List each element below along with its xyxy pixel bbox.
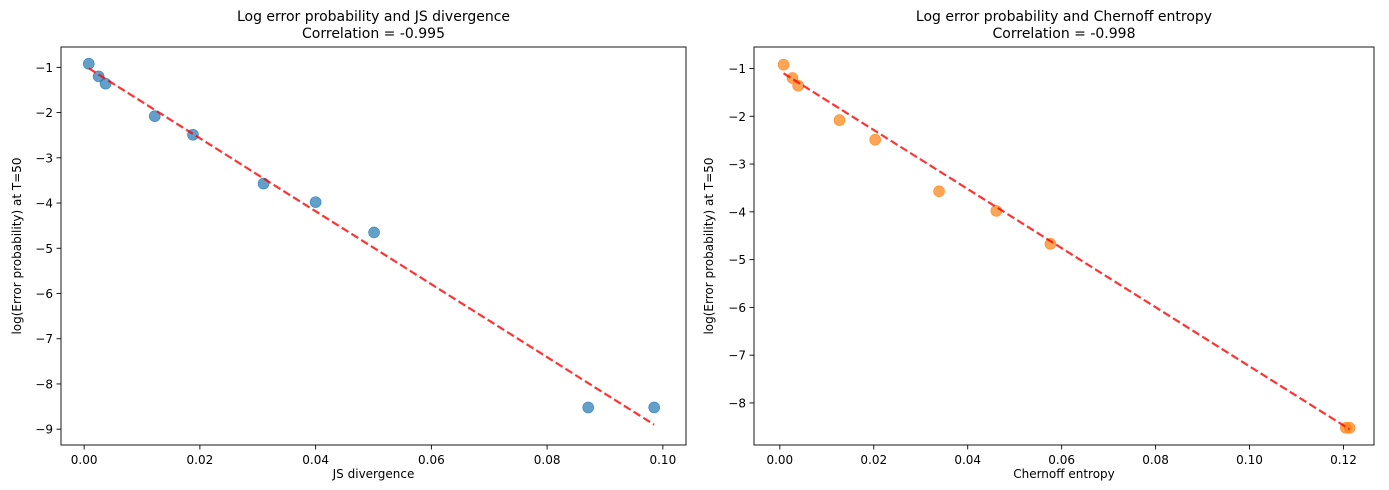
y-tick-label: −4 [728,205,746,219]
y-tick-label: −3 [728,158,746,172]
x-tick-label: 0.00 [71,453,98,467]
y-axis-label: log(Error probability) at T=50 [10,157,24,334]
x-tick-label: 0.10 [649,453,676,467]
y-tick-label: −6 [728,301,746,315]
y-tick-label: −3 [35,151,53,165]
y-tick-label: −9 [35,423,53,437]
x-axis-label: JS divergence [332,467,415,481]
x-tick-label: 0.06 [418,453,445,467]
chart-subtitle: Correlation = -0.995 [302,26,445,42]
y-tick-label: −2 [35,106,53,120]
data-point [309,196,322,208]
y-tick-label: −8 [728,396,746,410]
chart-subtitle: Correlation = -0.998 [993,26,1136,42]
x-tick-label: 0.08 [534,453,561,467]
x-tick-label: 0.06 [1048,453,1075,467]
x-tick-label: 0.04 [954,453,981,467]
chart-js-divergence: Log error probability and JS divergence … [10,9,687,481]
x-tick-label: 0.10 [1236,453,1263,467]
chart-title: Log error probability and Chernoff entro… [916,9,1212,25]
data-point [777,58,790,71]
y-tick-label: −2 [728,110,746,124]
data-point [368,226,380,239]
x-axis-label: Chernoff entropy [1013,467,1115,481]
data-point [99,77,112,90]
y-tick-label: −8 [35,377,53,391]
data-point [648,401,660,414]
x-tick-label: 0.08 [1142,453,1169,467]
chart-title: Log error probability and JS divergence [237,9,510,25]
y-tick-label: −7 [728,349,746,363]
y-tick-label: −5 [728,253,746,267]
y-tick-label: −6 [35,287,53,301]
x-tick-label: 0.12 [1330,453,1357,467]
y-axis-label: log(Error probability) at T=50 [702,157,716,334]
x-tick-label: 0.04 [302,453,329,467]
y-tick-label: −5 [35,242,53,256]
data-point [92,70,105,83]
plot-frame [60,46,687,446]
data-point [148,110,161,122]
data-point [933,185,945,198]
chart-chernoff-entropy: Log error probability and Chernoff entro… [702,9,1375,481]
plot-frame [753,46,1375,446]
x-tick-label: 0.02 [187,453,214,467]
fit-line [783,72,1351,431]
y-tick-label: −4 [35,197,53,211]
data-point [82,57,95,70]
fit-line [88,67,655,426]
y-tick-label: −1 [35,61,53,75]
data-point [833,114,846,126]
data-point [1044,238,1057,250]
y-tick-label: −1 [728,62,746,76]
data-point [582,401,594,414]
y-tick-label: −7 [35,332,53,346]
data-point [1343,421,1356,434]
x-tick-label: 0.02 [860,453,887,467]
x-tick-label: 0.00 [766,453,793,467]
data-point [990,205,1003,217]
data-point [869,133,881,146]
